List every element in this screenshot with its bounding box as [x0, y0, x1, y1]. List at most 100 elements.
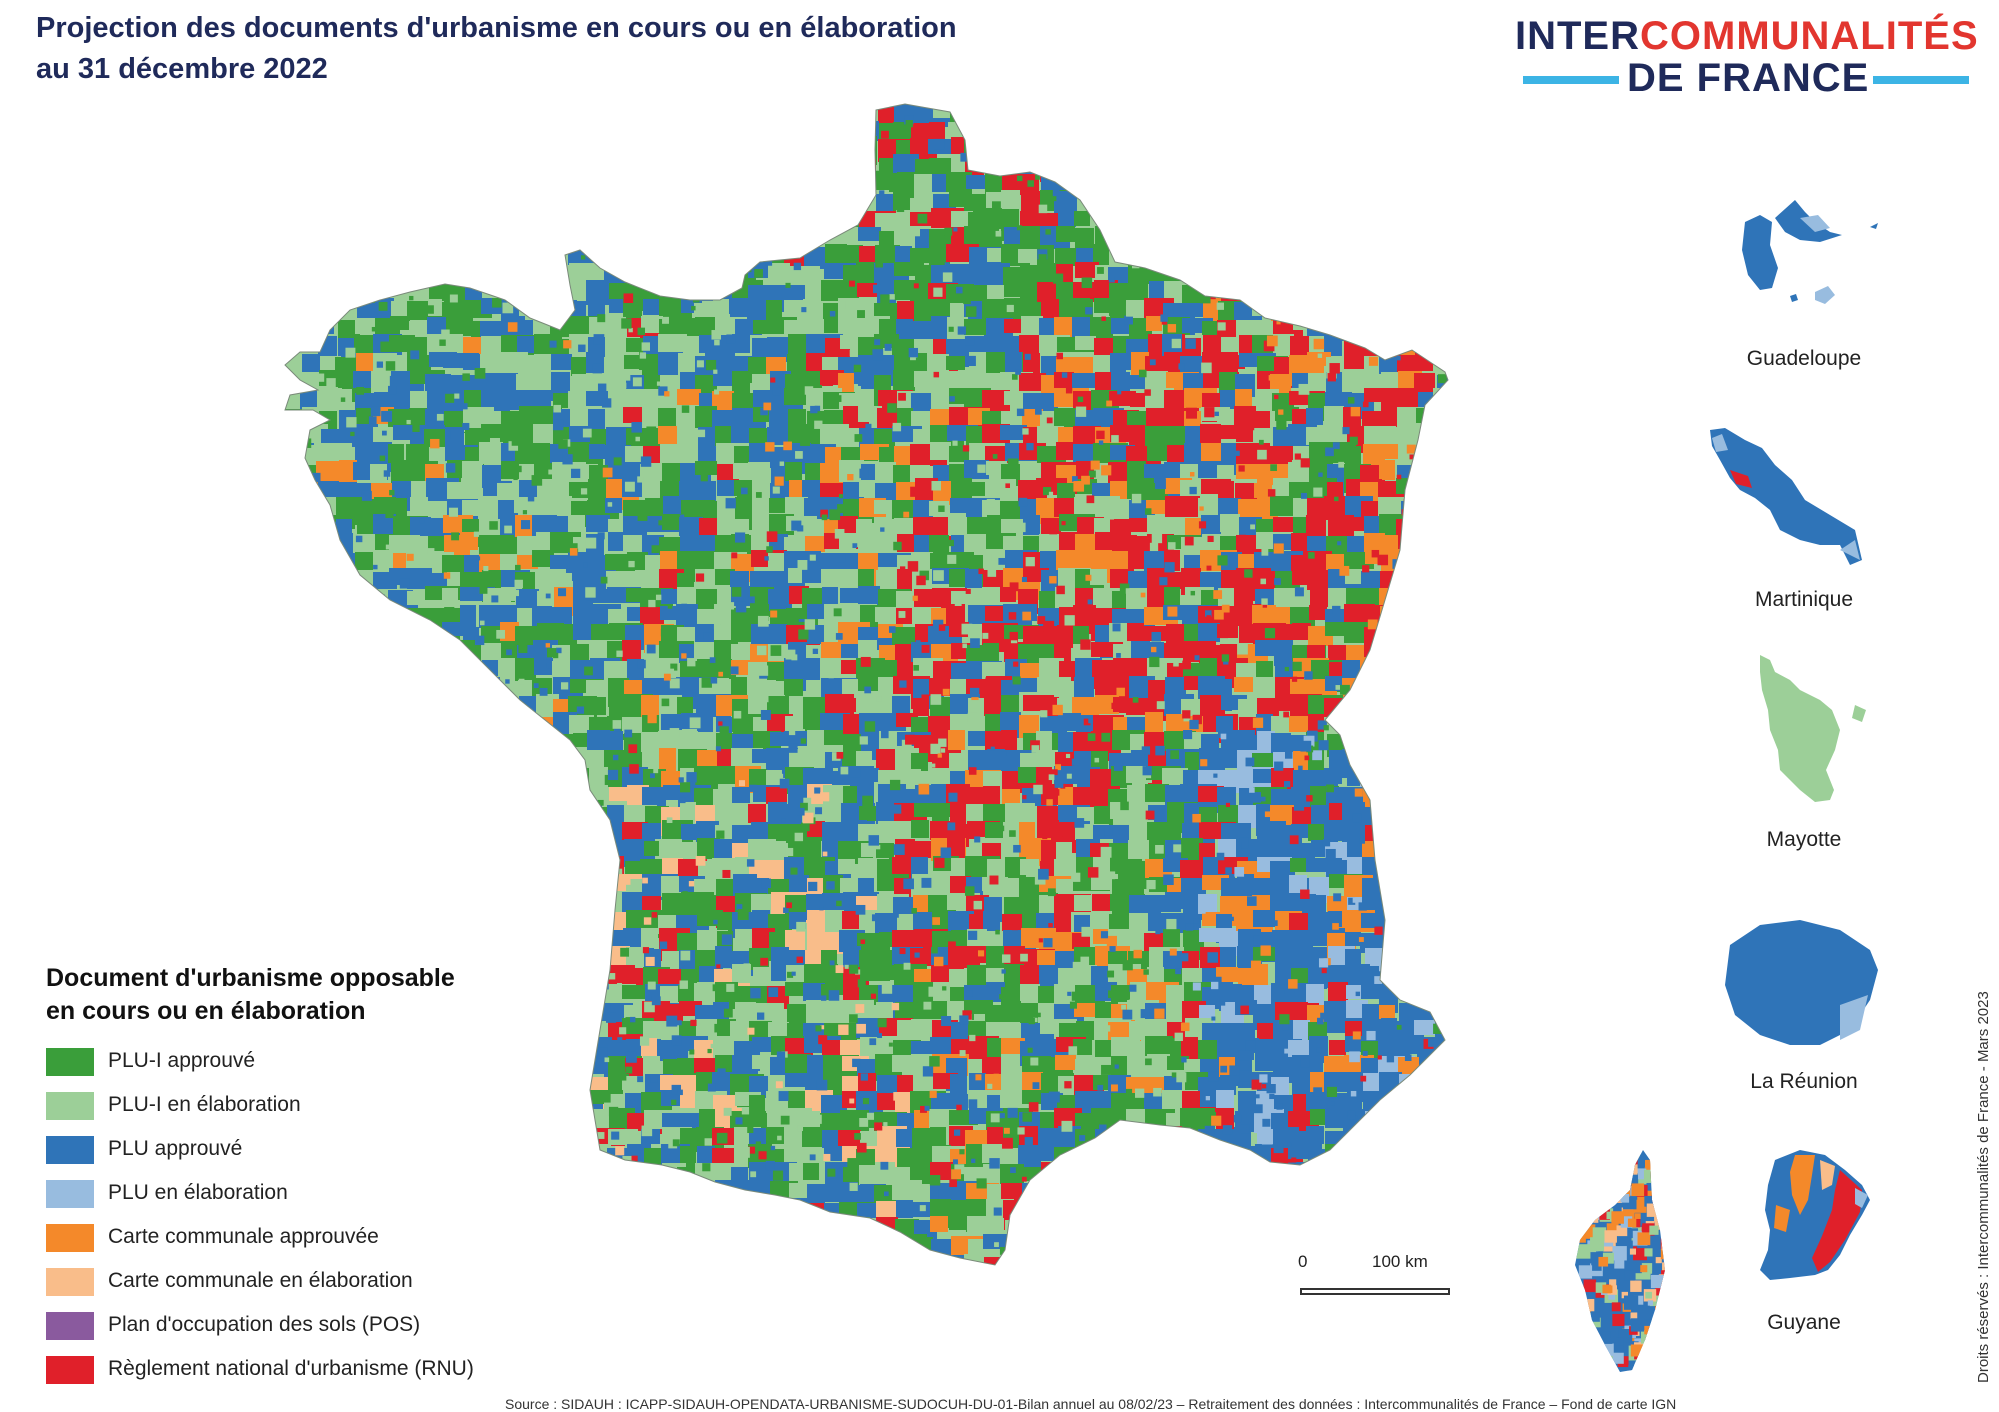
commune-cell — [860, 939, 866, 944]
commune-cell — [928, 374, 952, 394]
commune-cell — [858, 406, 882, 422]
commune-cell — [770, 1145, 776, 1151]
commune-cell — [1292, 122, 1311, 138]
commune-cell — [1347, 767, 1376, 786]
commune-cell — [285, 913, 310, 945]
commune-cell — [479, 620, 485, 626]
commune-cell — [715, 746, 721, 752]
commune-cell — [426, 820, 448, 842]
commune-cell — [372, 788, 396, 804]
commune-cell — [480, 859, 513, 892]
commune-cell — [753, 1252, 778, 1265]
commune-cell — [374, 712, 407, 731]
commune-cell — [1435, 892, 1448, 906]
commune-cell — [1200, 759, 1208, 767]
commune-cell — [921, 694, 929, 703]
commune-cell — [303, 104, 330, 118]
commune-cell — [389, 105, 419, 124]
commune-cell — [460, 199, 471, 210]
commune-cell — [1398, 1219, 1429, 1248]
commune-cell — [552, 929, 582, 944]
commune-cell — [462, 157, 478, 180]
commune-cell — [604, 1199, 621, 1225]
commune-cell — [1379, 628, 1389, 638]
commune-cell — [408, 162, 418, 171]
commune-cell — [462, 787, 499, 810]
commune-cell — [1318, 740, 1329, 751]
commune-cell — [1343, 229, 1373, 254]
commune-cell — [1016, 225, 1022, 231]
commune-cell — [1094, 1148, 1112, 1176]
commune-cell — [857, 159, 876, 176]
commune-cell — [391, 877, 420, 903]
commune-cell — [461, 732, 494, 759]
commune-cell — [498, 856, 520, 873]
commune-cell — [1218, 481, 1234, 501]
commune-cell — [443, 138, 468, 164]
commune-cell — [1052, 119, 1059, 127]
commune-cell — [627, 119, 664, 148]
commune-cell — [1022, 1202, 1043, 1226]
commune-cell — [461, 658, 478, 677]
commune-cell — [378, 301, 388, 311]
commune-cell — [462, 861, 499, 881]
commune-cell — [821, 950, 837, 966]
commune-cell — [481, 263, 497, 280]
commune-cell — [1219, 267, 1256, 298]
commune-cell — [676, 1181, 702, 1214]
commune-cell — [966, 990, 973, 997]
commune-cell — [1162, 245, 1185, 261]
commune-cell — [285, 730, 310, 751]
commune-cell — [1370, 1179, 1377, 1186]
commune-cell — [741, 205, 747, 211]
commune-cell — [661, 698, 670, 707]
commune-cell — [490, 159, 500, 169]
commune-cell — [602, 1166, 612, 1176]
commune-cell — [1149, 1216, 1176, 1236]
commune-cell — [680, 443, 697, 457]
commune-cell — [913, 665, 920, 671]
commune-cell — [496, 930, 530, 963]
commune-cell — [934, 857, 945, 868]
commune-cell — [784, 1229, 794, 1239]
commune-cell — [1271, 920, 1278, 927]
commune-cell — [704, 1138, 712, 1146]
commune-cell — [645, 249, 677, 268]
commune-cell — [483, 713, 501, 733]
commune-cell — [391, 498, 407, 517]
commune-cell — [1039, 1234, 1075, 1262]
commune-cell — [588, 121, 604, 144]
commune-cell — [891, 1002, 900, 1011]
commune-cell — [1437, 1077, 1448, 1099]
commune-cell — [425, 838, 455, 853]
commune-cell — [1423, 1138, 1433, 1148]
commune-cell — [748, 849, 759, 859]
commune-cell — [948, 517, 969, 536]
commune-cell — [1113, 1183, 1143, 1211]
commune-cell — [750, 190, 785, 211]
commune-cell — [1005, 138, 1035, 156]
commune-cell — [1238, 1050, 1250, 1061]
commune-cell — [1432, 248, 1448, 278]
commune-cell — [820, 191, 837, 224]
commune-cell — [1432, 1110, 1448, 1124]
commune-cell — [480, 154, 511, 186]
commune-cell — [1381, 1203, 1412, 1224]
commune-cell — [1273, 478, 1292, 498]
commune-cell — [1362, 227, 1399, 255]
commune-cell — [1075, 262, 1099, 278]
commune-cell — [1288, 285, 1315, 313]
commune-cell — [1019, 373, 1046, 396]
commune-cell — [905, 734, 915, 745]
commune-cell — [501, 752, 534, 770]
commune-cell — [1000, 120, 1033, 153]
commune-cell — [301, 317, 323, 344]
commune-cell — [1054, 1163, 1070, 1180]
commune-cell — [1390, 336, 1397, 342]
commune-cell — [415, 702, 425, 712]
commune-cell — [1145, 371, 1168, 393]
commune-cell — [500, 785, 529, 805]
commune-cell — [717, 212, 739, 243]
commune-cell — [679, 1255, 704, 1265]
commune-cell — [1419, 645, 1437, 677]
